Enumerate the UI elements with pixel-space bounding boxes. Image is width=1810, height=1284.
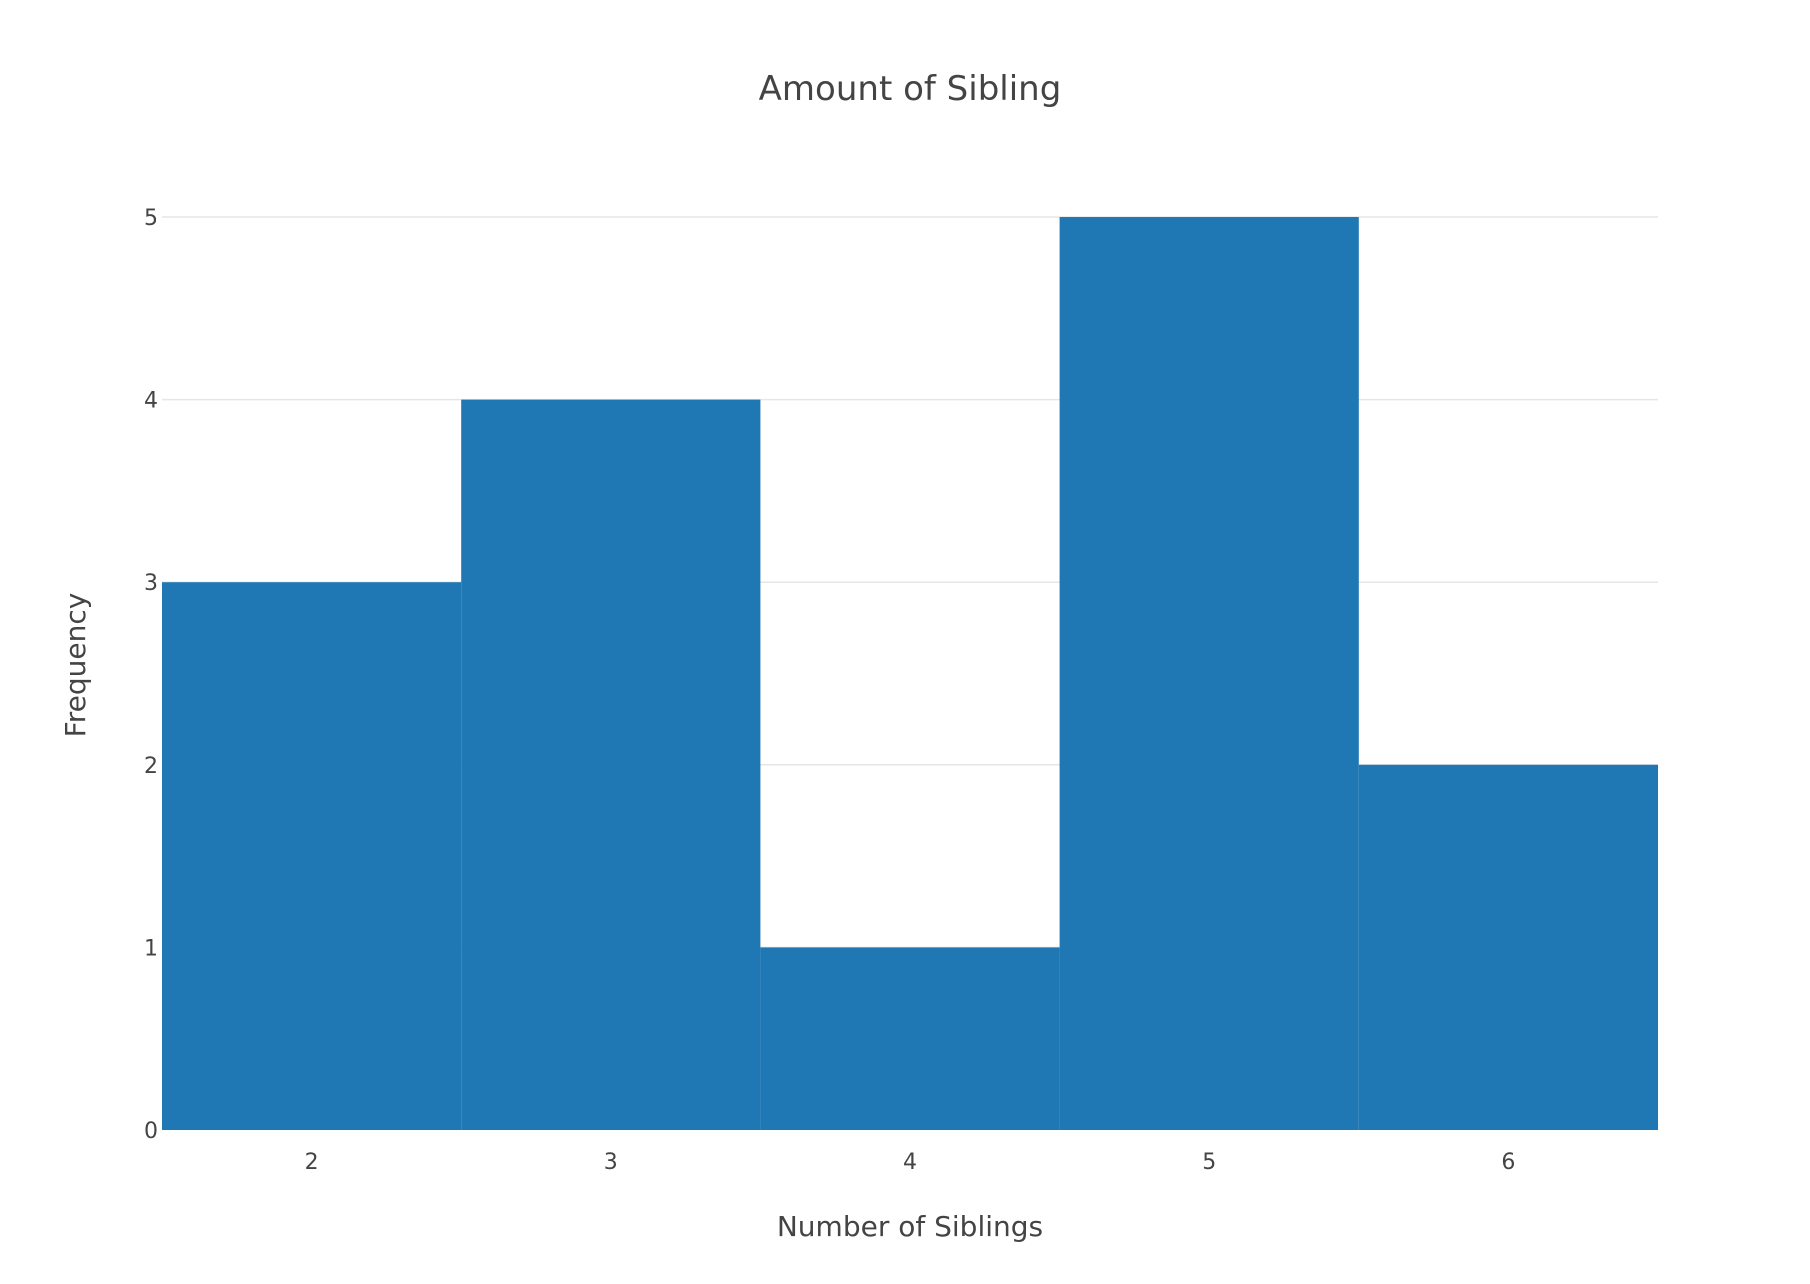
x-tick-label: 5 — [1202, 1150, 1216, 1175]
y-tick-label: 5 — [144, 206, 158, 231]
y-tick-label: 2 — [144, 754, 158, 779]
chart-title: Amount of Sibling — [759, 69, 1062, 109]
y-tick-label: 4 — [144, 389, 158, 414]
y-tick-label: 3 — [144, 571, 158, 596]
y-axis-ticks: 0 1 2 3 4 5 — [144, 206, 158, 1144]
bar-3[interactable] — [461, 399, 761, 1130]
y-tick-label: 0 — [144, 1119, 158, 1144]
x-tick-label: 6 — [1501, 1150, 1515, 1175]
x-tick-label: 4 — [903, 1150, 917, 1175]
x-tick-label: 3 — [604, 1150, 618, 1175]
y-tick-label: 1 — [144, 936, 158, 961]
x-axis-ticks: 2 3 4 5 6 — [305, 1150, 1516, 1175]
x-tick-label: 2 — [305, 1150, 319, 1175]
bar-5[interactable] — [1059, 217, 1359, 1131]
bar-6[interactable] — [1358, 764, 1658, 1130]
bar-2[interactable] — [162, 582, 462, 1130]
x-axis-label: Number of Siblings — [777, 1210, 1043, 1243]
bars — [162, 217, 1658, 1131]
bar-4[interactable] — [760, 947, 1060, 1130]
y-axis-label: Frequency — [59, 593, 92, 738]
